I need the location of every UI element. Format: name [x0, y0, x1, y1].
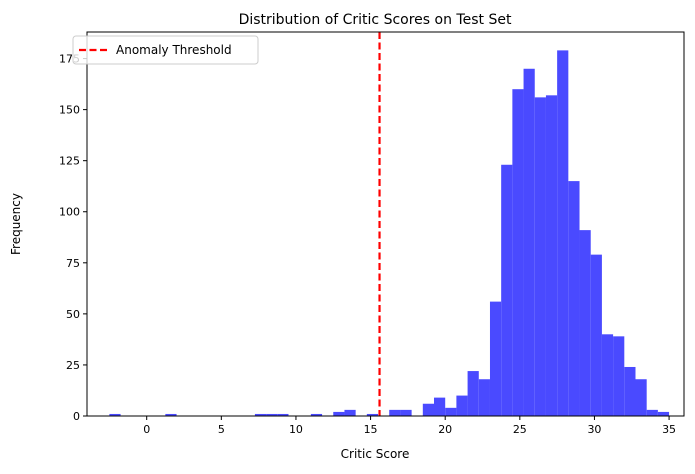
histogram-bar: [366, 413, 379, 416]
histogram-bar: [109, 413, 121, 416]
y-tick-label: 100: [59, 206, 80, 219]
histogram-bar: [579, 230, 591, 416]
y-tick-label: 150: [59, 104, 80, 117]
plot-frame: [86, 31, 685, 417]
histogram-bar: [646, 409, 658, 416]
histogram-bar: [534, 97, 546, 417]
histogram-bar: [557, 50, 569, 416]
y-tick-label: 75: [66, 257, 80, 270]
y-tick-label: 50: [66, 308, 80, 321]
histogram-bar: [613, 336, 625, 416]
histogram-bar: [512, 89, 524, 416]
x-axis-ticks: 0 5 10 15 20 25 30 35: [143, 416, 676, 436]
legend-threshold-label: Anomaly Threshold: [116, 43, 232, 57]
x-tick-label: 10: [289, 423, 303, 436]
histogram-bar: [467, 371, 479, 416]
histogram-bar: [277, 413, 289, 416]
histogram-bar: [478, 379, 490, 416]
x-tick-label: 20: [438, 423, 452, 436]
x-tick-label: 30: [587, 423, 601, 436]
y-tick-label: 25: [66, 359, 80, 372]
histogram-bar: [254, 413, 267, 416]
histogram-bar: [344, 409, 356, 416]
histogram-bar: [523, 68, 535, 416]
bars-layer: [109, 50, 670, 417]
histogram-bar: [266, 413, 278, 416]
histogram-bar: [434, 397, 446, 416]
histogram-bar: [165, 413, 177, 416]
histogram-bar: [568, 181, 580, 416]
legend: Anomaly Threshold: [72, 35, 259, 65]
histogram-bar: [545, 95, 558, 416]
x-tick-label: 0: [143, 423, 150, 436]
x-tick-label: 35: [662, 423, 676, 436]
histogram-bar: [310, 413, 323, 416]
histogram-bar: [333, 411, 345, 416]
y-tick-label: 125: [59, 155, 80, 168]
x-tick-label: 15: [364, 423, 378, 436]
histogram-bar: [601, 334, 614, 416]
histogram-bar: [489, 301, 502, 416]
legend-box: [72, 35, 259, 65]
y-axis-title: Frequency: [9, 193, 23, 255]
histogram-bar: [400, 409, 412, 416]
histogram-bar: [389, 409, 401, 416]
histogram-bar: [456, 395, 468, 416]
y-tick-label: 0: [73, 410, 80, 423]
x-axis-title: Critic Score: [341, 447, 410, 461]
histogram-bar: [501, 164, 513, 416]
histogram-bar: [590, 254, 602, 416]
histogram-bar: [445, 407, 457, 416]
histogram-bar: [422, 403, 435, 416]
chart-title: Distribution of Critic Scores on Test Se…: [239, 12, 512, 28]
x-tick-label: 25: [513, 423, 527, 436]
histogram-bar: [657, 411, 670, 416]
x-tick-label: 5: [218, 423, 225, 436]
histogram-bar: [635, 379, 647, 416]
histogram-bar: [624, 366, 636, 416]
